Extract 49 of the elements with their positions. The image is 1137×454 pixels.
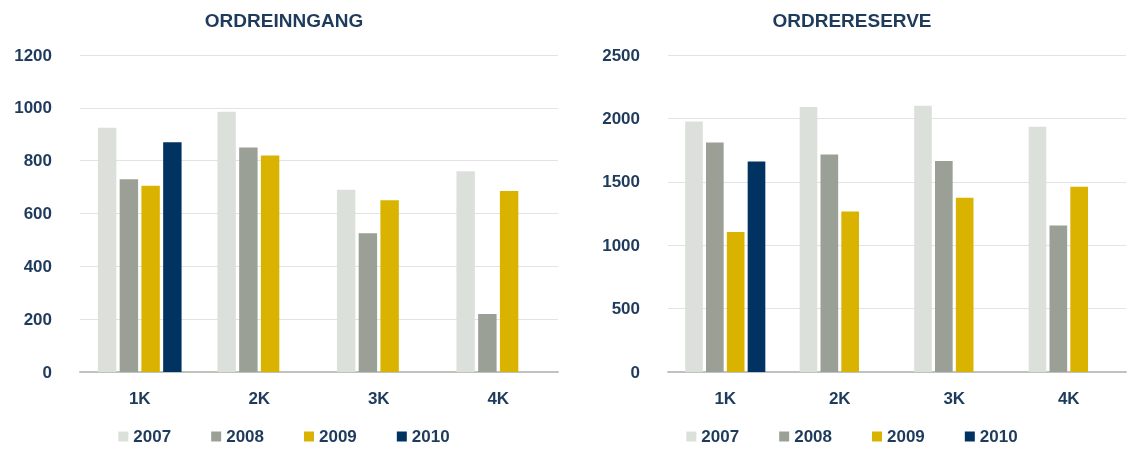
y-tick-label: 1200 <box>14 45 52 65</box>
y-tick-label: 2500 <box>602 45 640 65</box>
x-tick-label: 2K <box>828 389 852 408</box>
bar <box>820 154 839 372</box>
x-tick-label: 3K <box>367 389 391 408</box>
x-tick-label: 4K <box>487 389 510 408</box>
legend-label: 2008 <box>226 427 265 446</box>
y-tick-label: 1500 <box>602 172 640 192</box>
bar <box>706 142 724 372</box>
chart-title: ORDREINNGANG <box>204 10 364 31</box>
bar <box>935 160 953 372</box>
y-tick-label: 800 <box>23 151 52 171</box>
y-tick-label: 600 <box>23 204 52 223</box>
y-tick-label: 1000 <box>14 98 52 118</box>
bar <box>260 155 280 372</box>
x-tick-label: 1K <box>714 389 737 408</box>
legend-label: 2010 <box>411 427 450 446</box>
y-tick-label: 400 <box>23 256 52 276</box>
y-tick-label: 0 <box>630 362 640 382</box>
x-tick-label: 1K <box>128 389 152 408</box>
bar <box>163 142 182 372</box>
x-tick-label: 3K <box>943 389 966 408</box>
x-tick-label: 4K <box>1057 389 1081 408</box>
bar <box>358 233 378 372</box>
bar <box>239 147 258 372</box>
bar <box>1070 186 1088 372</box>
y-tick-label: 1000 <box>602 235 640 255</box>
y-tick-label: 0 <box>42 362 52 382</box>
bar <box>478 313 497 372</box>
x-tick-label: 2K <box>248 389 271 408</box>
bar <box>380 200 399 372</box>
legend-label: 2007 <box>701 427 740 446</box>
legend-label: 2007 <box>133 427 172 446</box>
bar <box>141 185 160 372</box>
legend-label: 2009 <box>319 427 357 446</box>
bar <box>1049 225 1068 372</box>
y-tick-label: 200 <box>23 309 52 329</box>
bar <box>499 191 519 372</box>
legend-label: 2008 <box>794 427 833 446</box>
y-tick-label: 2000 <box>602 108 640 128</box>
bar <box>841 211 859 372</box>
legend-label: 2010 <box>979 427 1018 446</box>
bar <box>119 179 139 372</box>
bar <box>726 231 745 372</box>
y-tick-label: 500 <box>611 299 640 319</box>
chart-title: ORDRERESERVE <box>772 10 932 31</box>
legend-label: 2009 <box>887 427 925 446</box>
bar <box>955 197 974 372</box>
bar <box>747 161 766 372</box>
